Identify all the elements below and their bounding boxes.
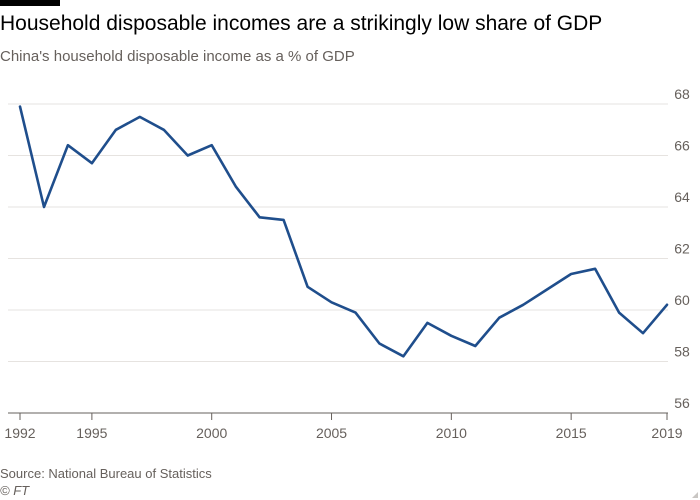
y-tick-label: 56 bbox=[674, 395, 690, 411]
y-tick-label: 64 bbox=[674, 189, 690, 205]
brand-bar bbox=[0, 0, 60, 6]
x-tick-label: 2005 bbox=[316, 425, 347, 441]
y-axis: 56 58 60 62 64 66 68 bbox=[674, 86, 690, 411]
y-tick-label: 62 bbox=[674, 241, 690, 257]
source-note: Source: National Bureau of Statistics bbox=[0, 466, 212, 481]
credit-note: © FT bbox=[0, 483, 30, 498]
x-tick-label: 2015 bbox=[556, 425, 587, 441]
y-tick-label: 60 bbox=[674, 292, 690, 308]
line-chart: 1992 1995 2000 2005 2010 2015 2019 56 58 60 62 64 6… bbox=[4, 86, 690, 441]
y-tick-label: 68 bbox=[674, 86, 690, 102]
x-tick-label: 2019 bbox=[651, 425, 682, 441]
x-axis: 1992 1995 2000 2005 2010 2015 2019 bbox=[4, 413, 683, 441]
x-tick-label: 2010 bbox=[436, 425, 467, 441]
grid-layer bbox=[8, 103, 668, 414]
x-tick-label: 1992 bbox=[4, 425, 35, 441]
x-tick-label: 1995 bbox=[76, 425, 107, 441]
y-tick-label: 58 bbox=[674, 344, 690, 360]
chart-subtitle: China's household disposable income as a… bbox=[0, 48, 355, 65]
corner-mark bbox=[692, 492, 698, 498]
y-tick-label: 66 bbox=[674, 138, 690, 154]
series-line bbox=[18, 105, 669, 358]
x-tick-label: 2000 bbox=[196, 425, 227, 441]
chart-title: Household disposable incomes are a strik… bbox=[0, 12, 603, 35]
series-layer bbox=[18, 105, 669, 358]
